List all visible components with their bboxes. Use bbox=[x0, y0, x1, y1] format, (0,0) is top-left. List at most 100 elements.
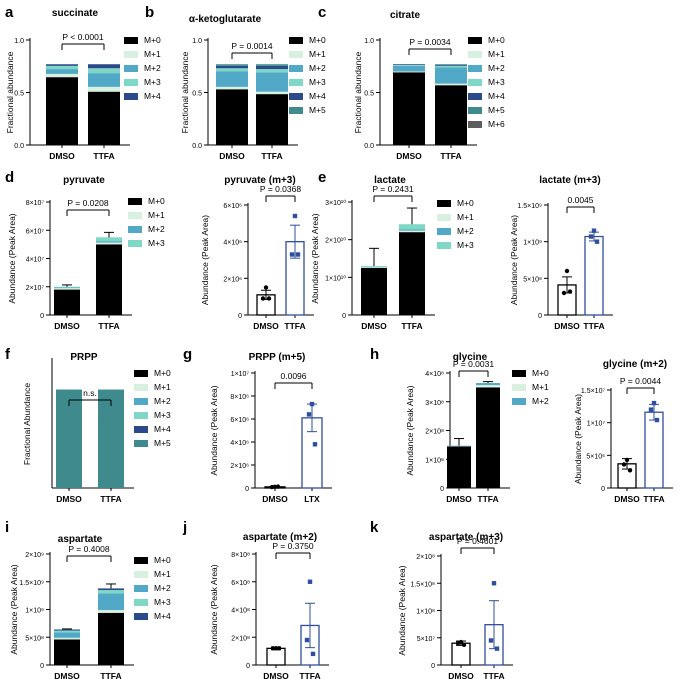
bar-segment bbox=[361, 266, 387, 268]
y-axis-label: Abundance (Peak Area) bbox=[397, 565, 407, 655]
x-tick-label: TTFA bbox=[261, 151, 282, 161]
y-axis-label: Abundance (Peak Area) bbox=[310, 213, 320, 303]
svg-text:d: d bbox=[5, 169, 14, 186]
bar-segment bbox=[54, 630, 80, 633]
bar-segment bbox=[98, 610, 124, 613]
legend-label: M+6 bbox=[488, 119, 505, 129]
legend-swatch bbox=[128, 226, 142, 233]
legend-swatch bbox=[128, 240, 142, 247]
y-tick-label: 6×10⁷ bbox=[26, 228, 45, 235]
y-axis-label: Abundance (Peak Area) bbox=[573, 394, 583, 484]
y-tick-label: 0.5 bbox=[364, 91, 374, 98]
y-tick-label: 8×10⁶ bbox=[230, 394, 249, 401]
bar-segment bbox=[54, 287, 80, 289]
legend-swatch bbox=[134, 557, 148, 564]
y-axis-label: Fractional Abundance bbox=[22, 383, 32, 465]
chart-h1: glycine 0 1×10⁸ 2×10⁸ 3×10⁸ 4×10⁸ Abundance (P… bbox=[405, 352, 549, 504]
legend-label: M+1 bbox=[309, 49, 326, 59]
chart-title: pyruvate (m+3) bbox=[224, 175, 295, 186]
bar-segment bbox=[46, 73, 78, 78]
chart-k: aspartate (m+3) 0 5×10⁷ 1×10⁸ 1.5×10⁸ 2×10⁸ Ab… bbox=[397, 532, 513, 679]
chart-d1: pyruvate 0 2×10⁷ 4×10⁷ 6×10⁷ 8×10⁷ Abundance (… bbox=[7, 175, 165, 331]
bar-segment bbox=[96, 241, 122, 243]
y-tick-label: 2×10⁶ bbox=[223, 276, 242, 283]
bar-segment bbox=[256, 72, 288, 92]
bar-segment bbox=[88, 86, 120, 92]
mean-bar bbox=[451, 642, 471, 666]
legend-swatch bbox=[512, 384, 526, 391]
legend-label: M+3 bbox=[457, 240, 474, 250]
bar-segment bbox=[435, 64, 467, 66]
bar-segment bbox=[98, 588, 124, 591]
legend-label: M+2 bbox=[488, 63, 505, 73]
legend-swatch bbox=[289, 37, 303, 44]
legend-label: M+0 bbox=[154, 555, 171, 565]
legend-label: M+0 bbox=[309, 35, 326, 45]
legend-swatch bbox=[437, 228, 451, 235]
y-tick-label: 2×10⁶ bbox=[230, 463, 249, 470]
legend-label: M+4 bbox=[144, 91, 161, 101]
legend-label: M+3 bbox=[488, 77, 505, 87]
data-point bbox=[269, 484, 275, 490]
y-tick-label: 2×10⁹ bbox=[25, 552, 44, 559]
y-tick-label: 0 bbox=[245, 486, 249, 493]
data-point bbox=[276, 646, 282, 651]
y-tick-label: 1×10⁷ bbox=[587, 421, 606, 428]
legend-label: M+1 bbox=[148, 210, 165, 220]
svg-text:k: k bbox=[370, 519, 379, 536]
chart-title: aspartate (m+2) bbox=[243, 532, 317, 543]
bar-segment bbox=[256, 64, 288, 66]
chart-title: glycine bbox=[453, 352, 488, 363]
x-tick-label: DMSO bbox=[54, 671, 80, 679]
panel-label-i: i bbox=[5, 519, 9, 536]
bar-segment bbox=[46, 64, 78, 66]
legend-swatch bbox=[124, 51, 138, 58]
svg-text:j: j bbox=[182, 519, 187, 536]
legend-swatch bbox=[134, 599, 148, 606]
x-tick-label: TTFA bbox=[100, 494, 121, 504]
stat-label: P = 0.0031 bbox=[453, 359, 494, 369]
y-tick-label: 1.5×10⁹ bbox=[19, 580, 44, 587]
bar-segment bbox=[54, 639, 80, 665]
y-tick-label: 0.0 bbox=[364, 143, 374, 150]
stat-label: P = 0.0014 bbox=[231, 41, 272, 51]
svg-text:e: e bbox=[318, 169, 326, 186]
bar-segment bbox=[46, 69, 78, 74]
data-point bbox=[654, 417, 660, 423]
legend-label: M+5 bbox=[309, 105, 326, 115]
bar-segment bbox=[476, 383, 500, 386]
y-tick-label: 5×10⁷ bbox=[417, 636, 436, 643]
legend-swatch bbox=[289, 107, 303, 114]
y-tick-label: 0.0 bbox=[192, 143, 202, 150]
legend-label: M+2 bbox=[144, 63, 161, 73]
bar-segment bbox=[435, 83, 467, 86]
bar-segment bbox=[447, 445, 471, 447]
legend-label: M+1 bbox=[488, 49, 505, 59]
legend-label: M+2 bbox=[309, 63, 326, 73]
bar-segment bbox=[54, 629, 80, 631]
y-tick-label: 4×10⁶ bbox=[230, 440, 249, 447]
data-point bbox=[309, 401, 315, 407]
x-tick-label: TTFA bbox=[643, 494, 664, 504]
legend-label: M+1 bbox=[457, 212, 474, 222]
stat-label: P = 0.3750 bbox=[272, 541, 313, 551]
legend-swatch bbox=[134, 426, 148, 433]
bar-segment bbox=[46, 65, 78, 70]
legend-swatch bbox=[134, 571, 148, 578]
y-tick-label: 0.0 bbox=[14, 143, 24, 150]
bar-segment bbox=[435, 65, 467, 68]
y-tick-label: 0 bbox=[431, 663, 435, 670]
legend-swatch bbox=[134, 370, 148, 377]
y-tick-label: 2×10¹⁰ bbox=[325, 237, 346, 245]
bar-segment bbox=[216, 86, 248, 90]
legend-swatch bbox=[289, 79, 303, 86]
y-tick-label: 4×10⁷ bbox=[26, 257, 45, 264]
x-tick-label: DMSO bbox=[219, 151, 245, 161]
legend-label: M+3 bbox=[154, 410, 171, 420]
legend-swatch bbox=[468, 93, 482, 100]
y-tick-label: 1×10⁸ bbox=[416, 609, 435, 616]
chart-a: succinate 0.0 0.5 1.0 Fractional abundance DM… bbox=[5, 8, 161, 161]
stat-label: 0.0096 bbox=[281, 371, 307, 381]
y-tick-label: 0 bbox=[40, 663, 44, 670]
